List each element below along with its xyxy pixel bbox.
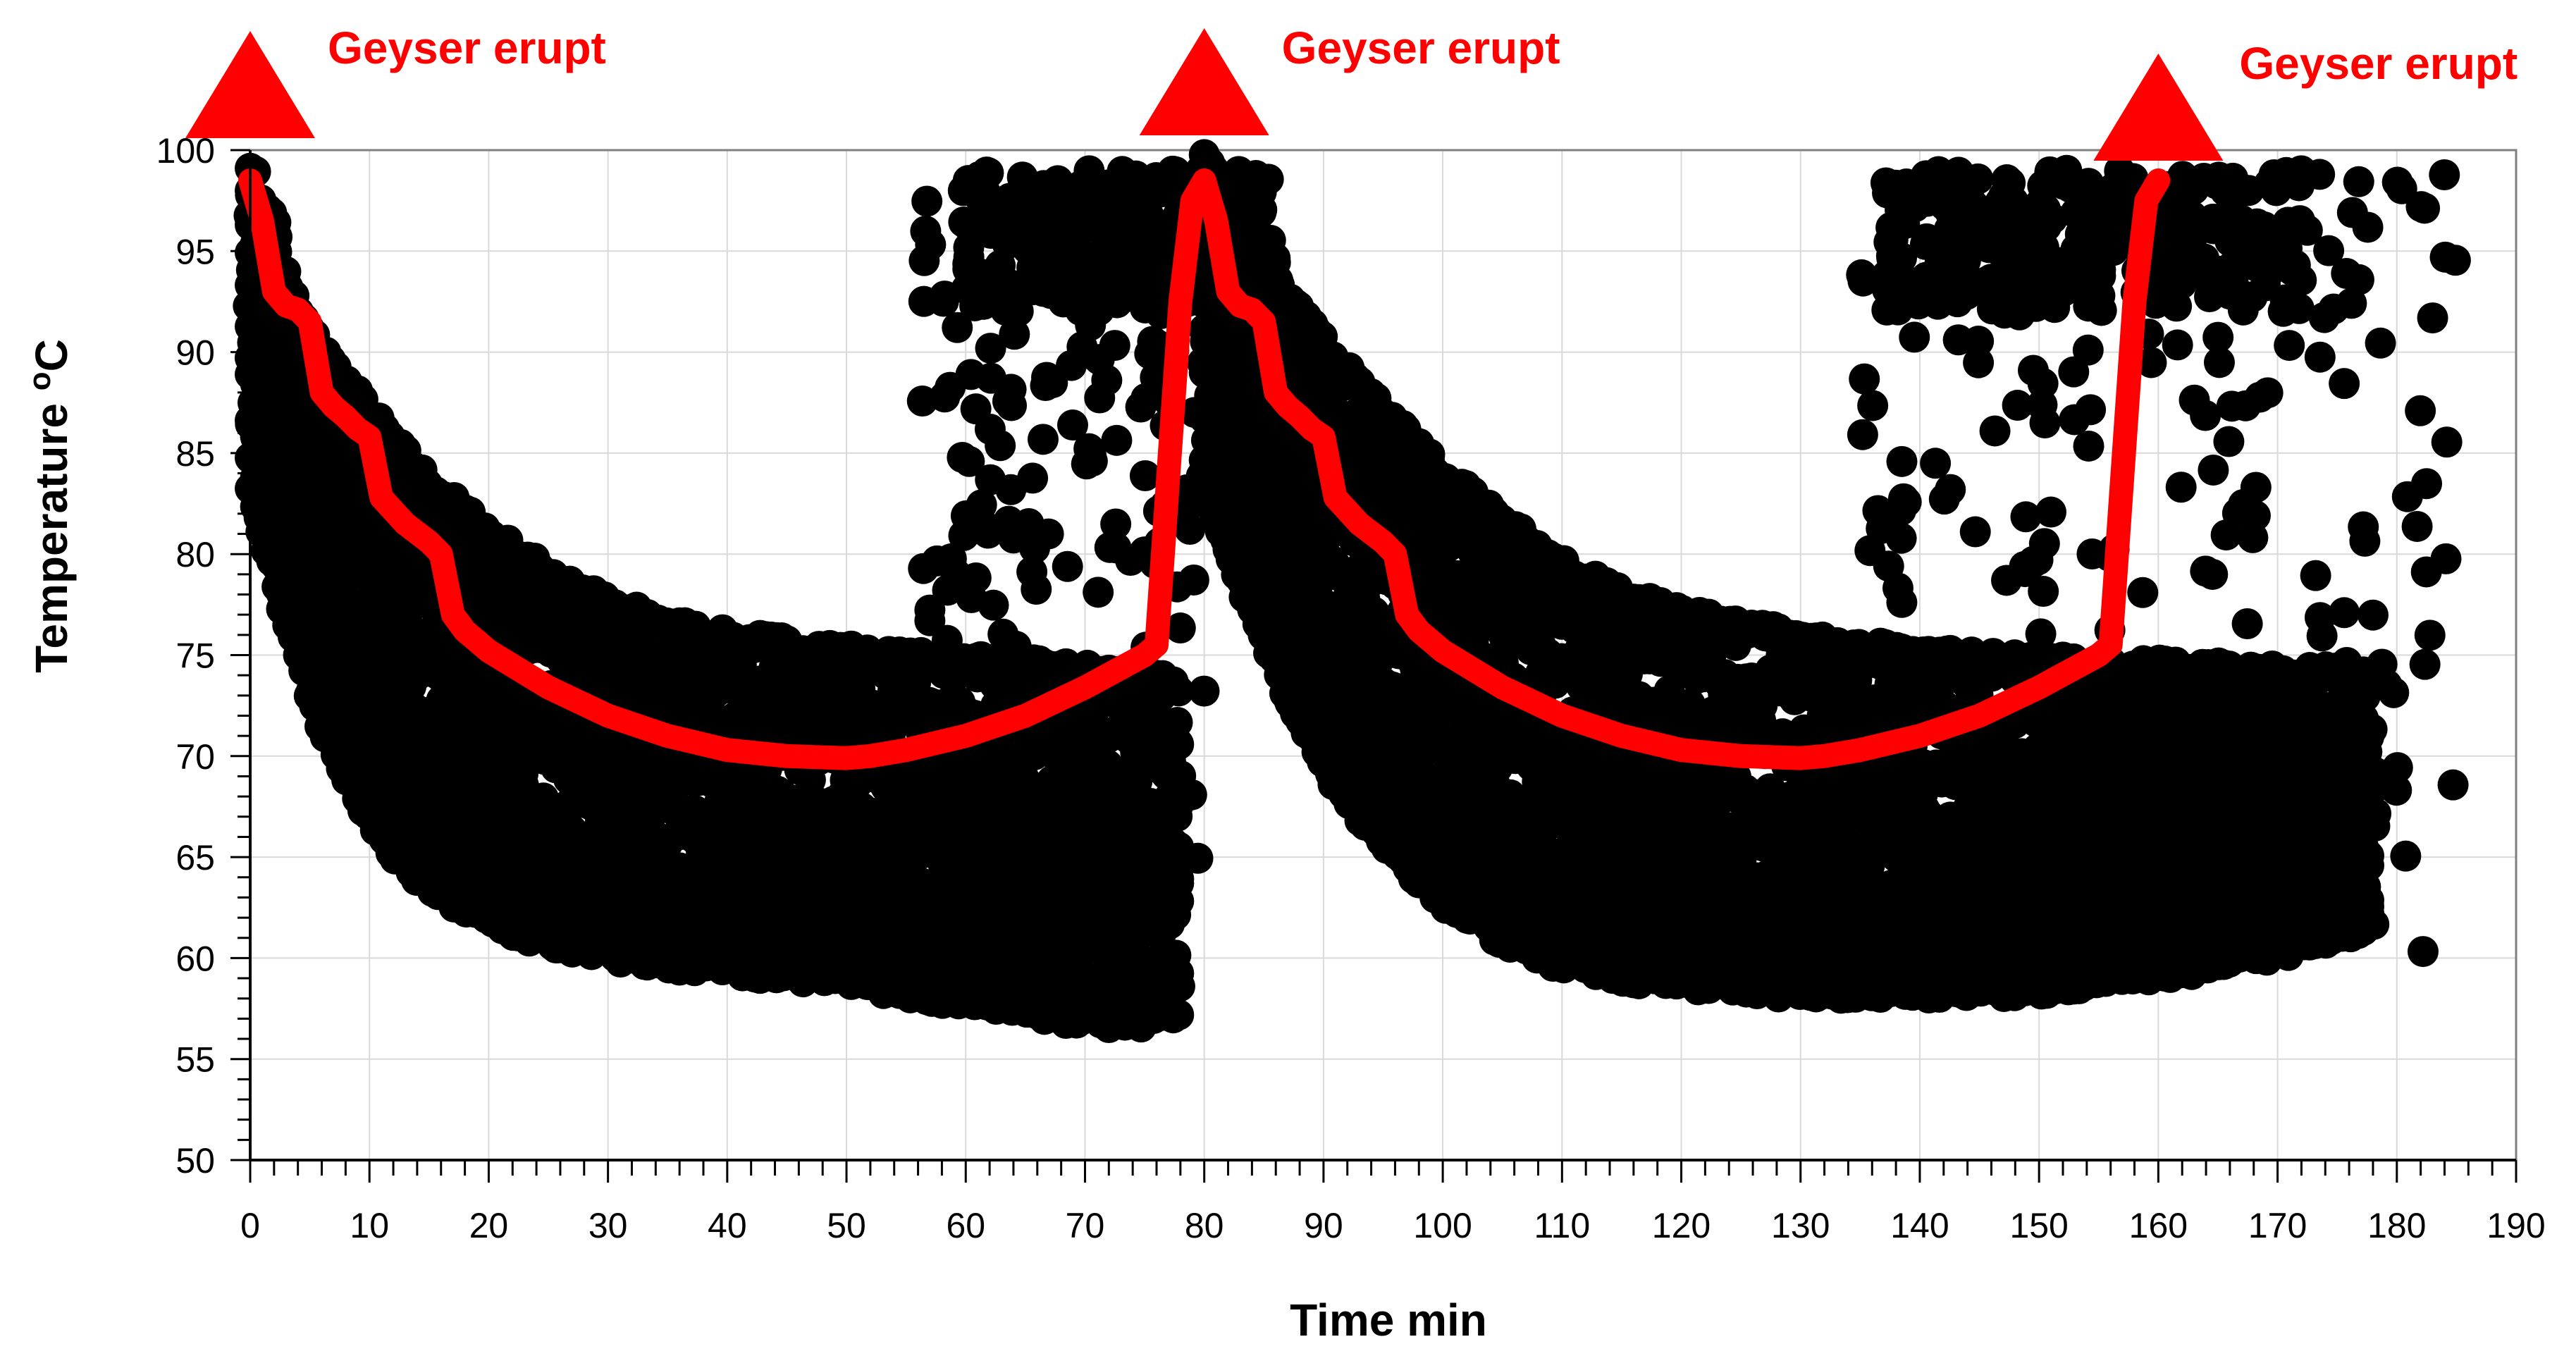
scatter-point xyxy=(462,845,494,877)
scatter-point xyxy=(469,512,500,544)
scatter-point xyxy=(320,631,352,662)
scatter-point xyxy=(591,919,622,951)
scatter-point xyxy=(323,588,355,620)
scatter-point xyxy=(376,821,408,853)
scatter-point xyxy=(595,886,627,918)
scatter-point xyxy=(858,697,889,729)
scatter-point xyxy=(450,896,482,928)
scatter-point xyxy=(553,925,584,957)
scatter-point xyxy=(482,782,514,813)
